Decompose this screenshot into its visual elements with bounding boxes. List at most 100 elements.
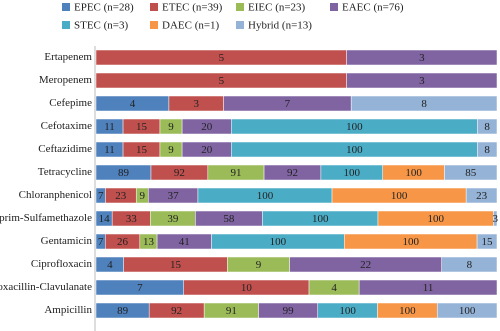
data-label: 92 <box>287 167 298 179</box>
data-label: 14 <box>99 213 111 225</box>
y-tick-label: Chloranphenicol <box>19 189 92 201</box>
y-tick-label: Cefotaxime <box>41 120 92 132</box>
bar-segment <box>346 49 498 66</box>
data-label: 4 <box>130 98 136 110</box>
data-label: 20 <box>201 121 213 133</box>
bar-segment <box>436 302 498 319</box>
legend-label: Hybrid (n=13) <box>248 20 312 32</box>
bar-segment <box>465 187 498 204</box>
legend-swatch <box>150 21 158 29</box>
data-label: 8 <box>421 98 427 110</box>
data-label: 100 <box>270 236 287 248</box>
data-label: 4 <box>107 259 113 271</box>
data-label: 8 <box>484 144 490 156</box>
legend-label: EIEC (n=23) <box>248 2 306 14</box>
data-label: 8 <box>467 259 473 271</box>
legend-swatch <box>236 21 244 29</box>
data-label: 26 <box>117 236 129 248</box>
data-label: 91 <box>230 167 241 179</box>
data-label: 33 <box>126 213 138 225</box>
data-label: 10 <box>241 282 253 294</box>
legend-label: STEC (n=3) <box>74 20 129 32</box>
data-label: 4 <box>331 282 337 294</box>
legend-label: DAEC (n=1) <box>162 20 220 32</box>
data-label: 23 <box>115 190 127 202</box>
data-label: 13 <box>143 236 155 248</box>
data-label: 11 <box>423 282 434 294</box>
data-label: 7 <box>98 190 104 202</box>
y-tick-label: Tetracycline <box>38 166 92 178</box>
data-label: 7 <box>137 282 143 294</box>
legend-swatch <box>62 21 70 29</box>
data-label: 3 <box>419 75 425 87</box>
data-label: 15 <box>136 144 148 156</box>
bar-segment <box>477 141 498 158</box>
data-label: 15 <box>482 236 494 248</box>
legend-label: EPEC (n=28) <box>74 2 134 14</box>
data-label: 7 <box>98 236 104 248</box>
legend-swatch <box>150 3 158 11</box>
data-label: 91 <box>226 305 237 317</box>
legend-swatch <box>62 3 70 11</box>
bar-segment <box>493 210 498 227</box>
data-label: 100 <box>344 167 361 179</box>
data-label: 37 <box>168 190 180 202</box>
legend-swatch <box>236 3 244 11</box>
data-label: 100 <box>402 236 419 248</box>
data-label: 7 <box>285 98 291 110</box>
y-tick-label: Meropenem <box>39 74 93 86</box>
data-label: 20 <box>201 144 213 156</box>
data-label: 3 <box>194 98 200 110</box>
data-label: 9 <box>140 190 146 202</box>
data-label: 58 <box>223 213 235 225</box>
y-tick-label: Trimethoprim-Sulfamethazole <box>0 212 92 224</box>
data-label: 100 <box>405 167 422 179</box>
data-label: 100 <box>346 144 363 156</box>
bar-segment <box>477 118 498 135</box>
y-tick-label: Cefepime <box>49 97 92 109</box>
y-tick-label: Amoxacillin-Clavulanate <box>0 281 92 293</box>
data-label: 15 <box>170 259 182 271</box>
data-label: 11 <box>104 121 115 133</box>
bar-segment <box>358 279 498 296</box>
y-tick-label: Ceftazidime <box>38 143 92 155</box>
data-label: 100 <box>257 190 274 202</box>
data-label: 3 <box>493 213 499 225</box>
data-label: 99 <box>283 305 295 317</box>
bar-segment <box>444 164 498 181</box>
bar-segment <box>441 256 498 273</box>
data-label: 5 <box>219 52 225 64</box>
data-label: 9 <box>168 121 174 133</box>
data-label: 5 <box>219 75 225 87</box>
data-label: 100 <box>339 305 356 317</box>
data-label: 100 <box>312 213 329 225</box>
data-label: 9 <box>256 259 262 271</box>
y-tick-label: Ertapenem <box>44 51 92 63</box>
data-label: 100 <box>399 305 416 317</box>
data-label: 9 <box>168 144 174 156</box>
data-label: 100 <box>391 190 408 202</box>
data-label: 100 <box>346 121 363 133</box>
data-label: 8 <box>484 121 490 133</box>
data-label: 92 <box>174 167 185 179</box>
data-label: 23 <box>476 190 488 202</box>
data-label: 85 <box>465 167 477 179</box>
legend-swatch <box>330 3 338 11</box>
legend-label: EAEC (n=76) <box>342 2 404 14</box>
data-label: 100 <box>459 305 476 317</box>
y-tick-label: Ciprofloxacin <box>31 258 93 270</box>
data-label: 92 <box>171 305 182 317</box>
bar-segment <box>346 72 498 89</box>
bar-segment <box>476 233 498 250</box>
bar-segment <box>350 95 498 112</box>
legend-label: ETEC (n=39) <box>162 2 223 14</box>
data-label: 89 <box>117 305 129 317</box>
data-label: 15 <box>136 121 148 133</box>
y-tick-label: Ampicillin <box>44 304 92 316</box>
data-label: 3 <box>419 52 425 64</box>
data-label: 11 <box>104 144 115 156</box>
data-label: 41 <box>179 236 190 248</box>
y-tick-label: Gentamicin <box>41 235 93 247</box>
data-label: 22 <box>360 259 371 271</box>
